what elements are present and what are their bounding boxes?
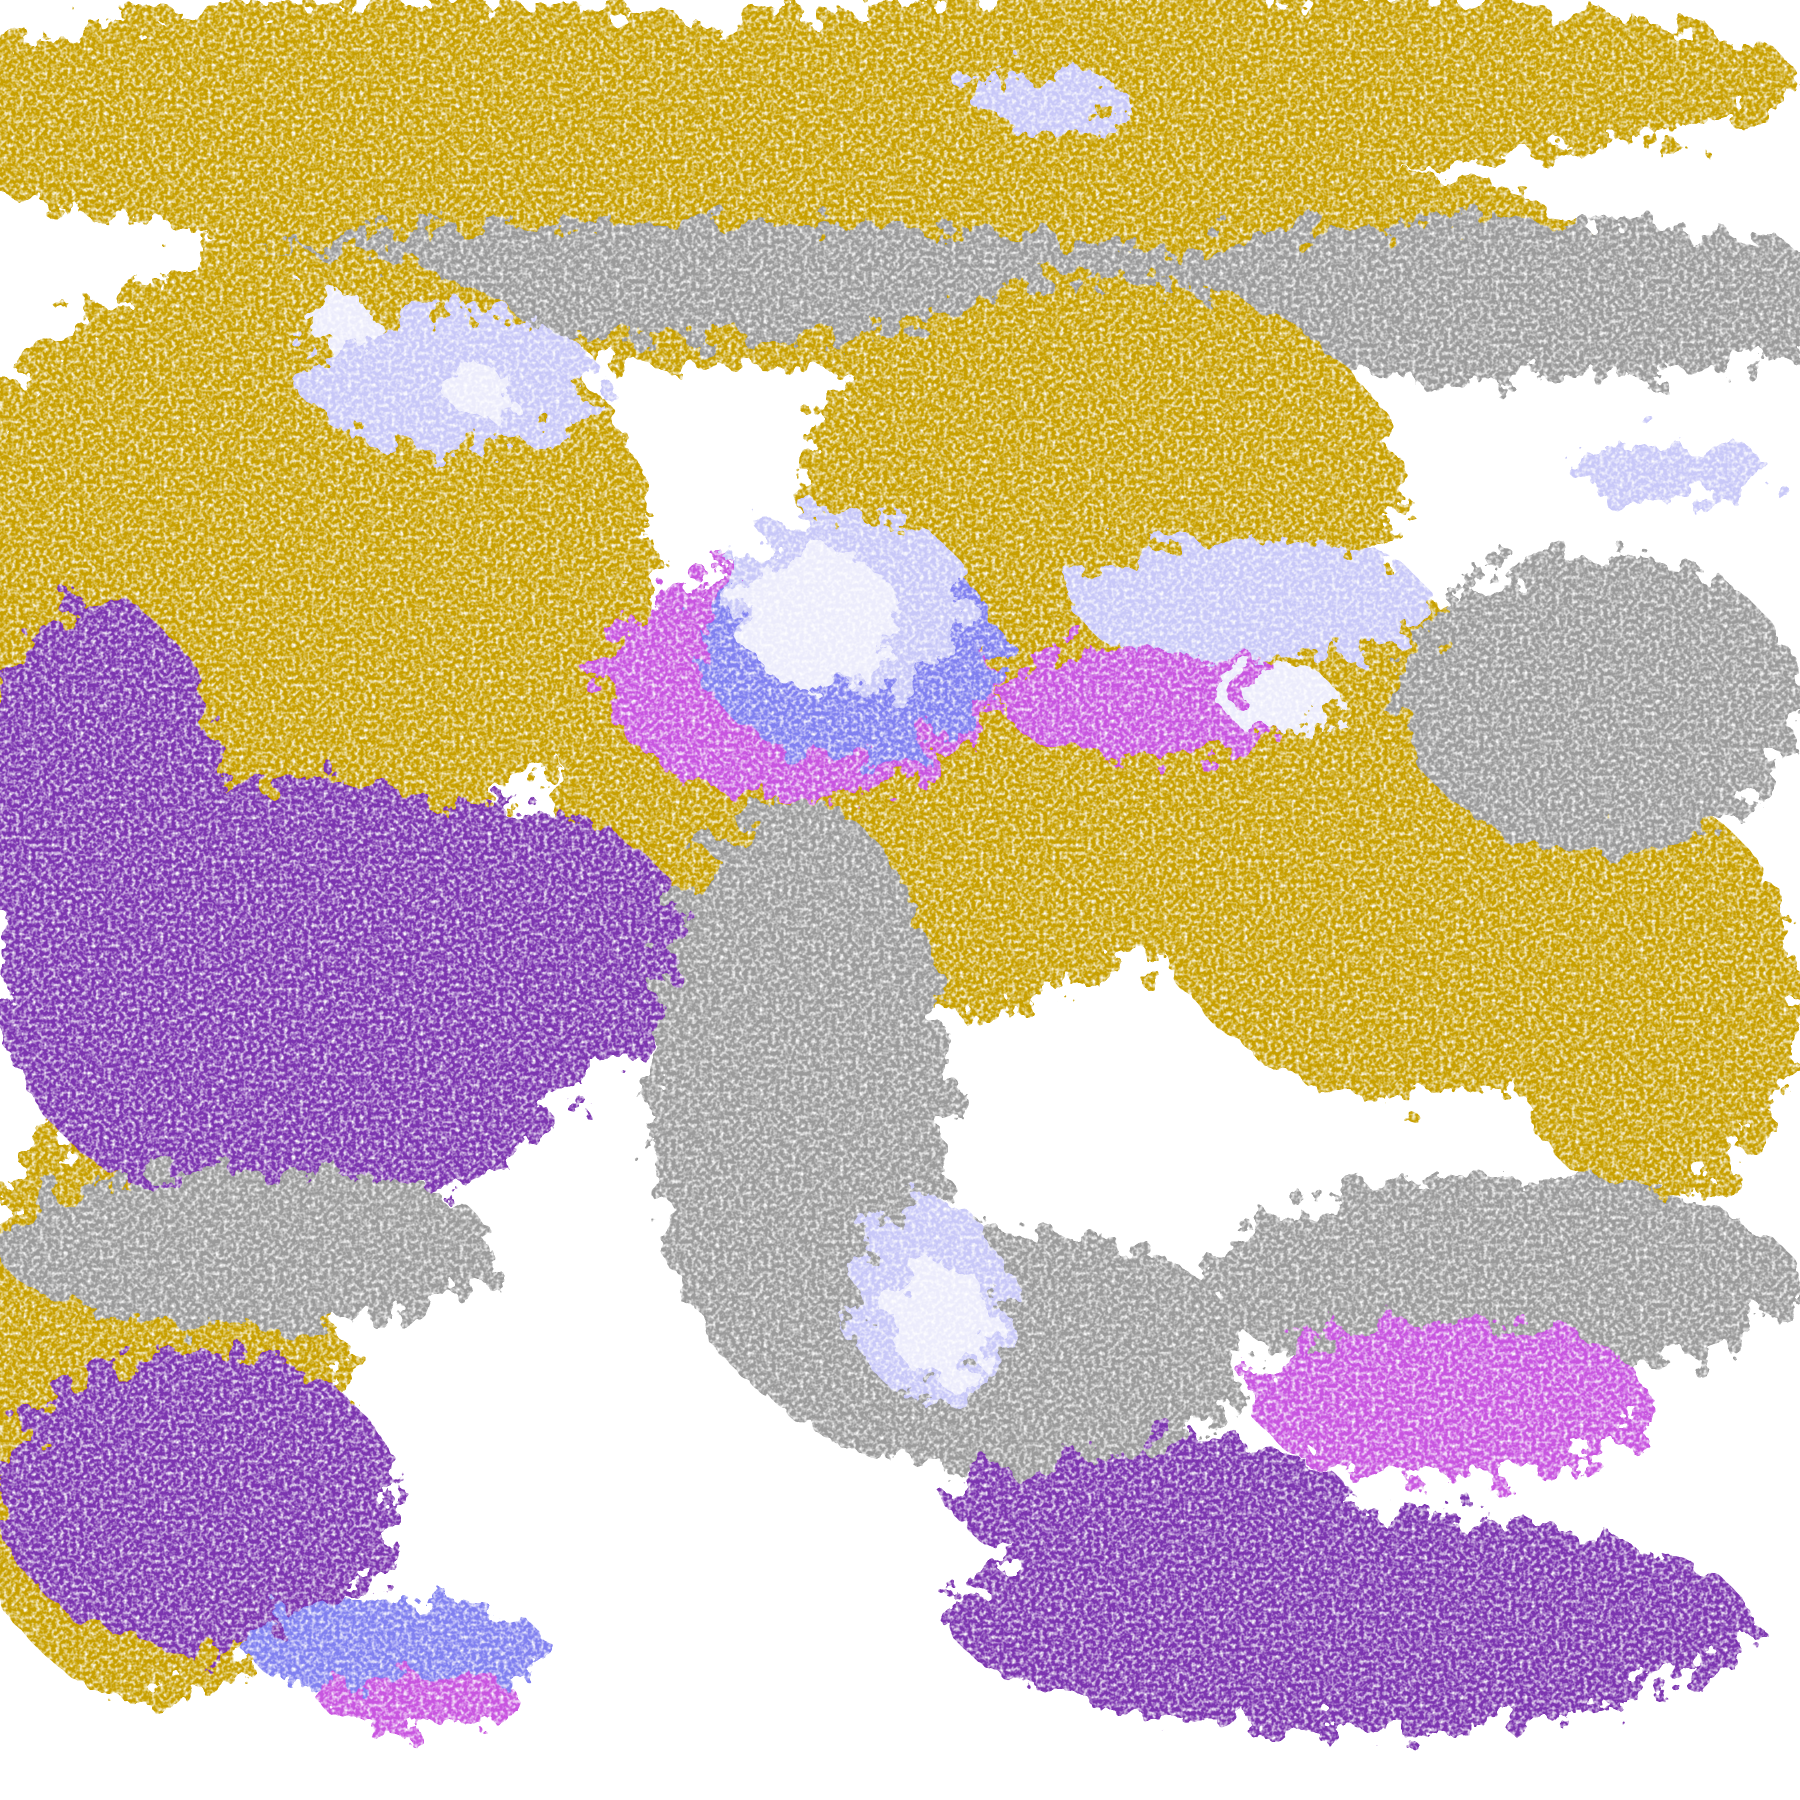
texture-overlay [0,0,1800,1800]
satellite-imagery [0,0,1800,1800]
